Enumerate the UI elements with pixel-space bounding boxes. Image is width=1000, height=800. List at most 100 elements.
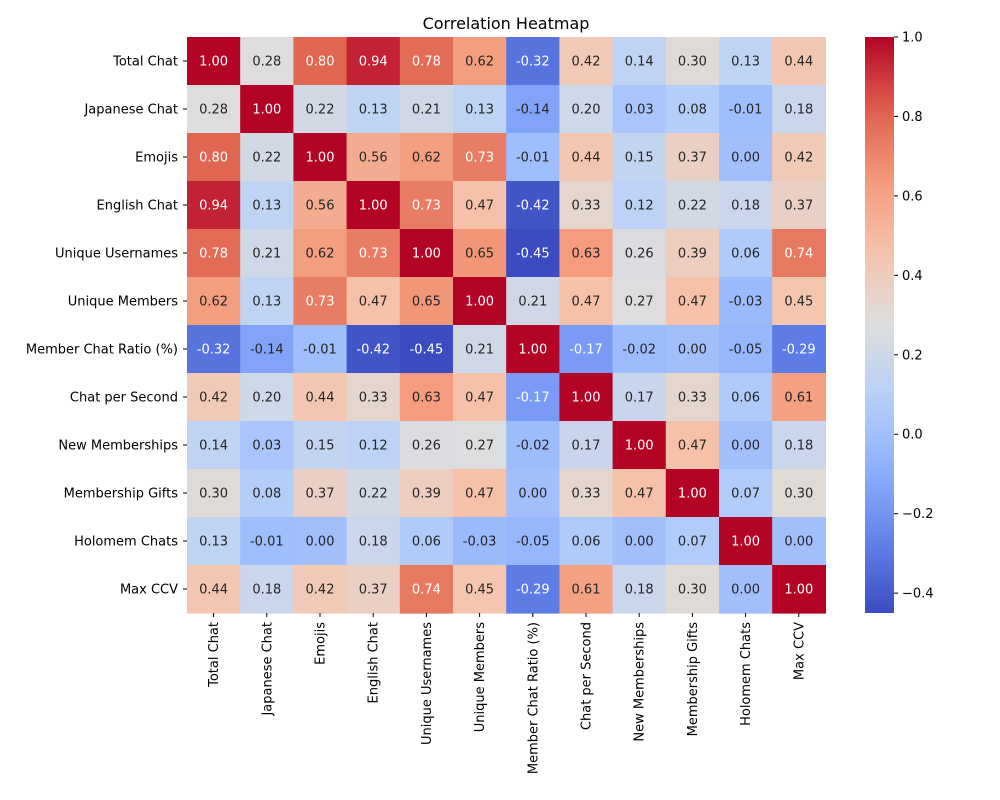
heatmap-value-label: 0.13 <box>359 103 388 118</box>
heatmap-cell <box>665 277 720 326</box>
heatmap-value-label: 1.00 <box>572 391 601 406</box>
heatmap-cell <box>240 229 294 278</box>
heatmap-cell <box>399 85 454 134</box>
heatmap-cell <box>399 325 454 374</box>
heatmap-value-label: 0.06 <box>731 247 760 262</box>
heatmap-cell <box>293 181 348 230</box>
heatmap-value-label: 0.42 <box>784 151 813 166</box>
heatmap-value-label: 0.62 <box>306 247 335 262</box>
colorbar-tick-label: 0.6 <box>902 189 923 204</box>
heatmap-cell <box>612 37 667 86</box>
heatmap-cell <box>240 469 294 518</box>
heatmap-cell <box>719 565 773 614</box>
heatmap-cell <box>453 133 507 182</box>
heatmap-value-label: 0.00 <box>731 583 760 598</box>
heatmap-value-label: -0.42 <box>356 343 390 358</box>
heatmap-cells <box>187 37 826 614</box>
x-axis-tick-label: Unique Usernames <box>420 622 435 745</box>
x-axis-tick-label: Japanese Chat <box>260 622 275 717</box>
heatmap-cell <box>453 373 507 422</box>
heatmap-cell <box>187 277 241 326</box>
heatmap-cell <box>453 181 507 230</box>
heatmap-value-label: 0.20 <box>252 391 281 406</box>
heatmap-value-label: 0.65 <box>465 247 494 262</box>
heatmap-cell <box>719 37 773 86</box>
heatmap-value-label: 1.00 <box>412 247 441 262</box>
heatmap-value-label: -0.45 <box>410 343 444 358</box>
heatmap-value-label: -0.05 <box>516 535 550 550</box>
heatmap-cell <box>506 37 560 86</box>
colorbar-gradient <box>865 37 894 613</box>
heatmap-value-label: 0.80 <box>199 151 228 166</box>
heatmap-value-label: 0.00 <box>731 151 760 166</box>
heatmap-cell <box>399 181 454 230</box>
x-axis-tick-label: Holomem Chats <box>739 622 754 726</box>
heatmap-cell <box>293 421 348 470</box>
heatmap-cell <box>612 373 667 422</box>
heatmap-cell <box>187 85 241 134</box>
heatmap-cell <box>346 325 401 374</box>
x-axis-tick-label: Emojis <box>314 622 329 665</box>
heatmap-cell <box>346 85 401 134</box>
heatmap-value-labels: 1.00 0.28 0.80 0.94 0.78 0.62 -0.32 0.42 0.14 0.3… <box>197 55 816 598</box>
heatmap-value-label: -0.14 <box>516 103 550 118</box>
heatmap-cell <box>559 277 614 326</box>
heatmap-cell <box>187 421 241 470</box>
heatmap-cell <box>665 565 720 614</box>
heatmap-value-label: 0.00 <box>518 487 547 502</box>
heatmap-cell <box>453 325 507 374</box>
heatmap-value-label: 0.61 <box>572 583 601 598</box>
heatmap-value-label: 0.27 <box>465 439 494 454</box>
heatmap-value-label: 0.37 <box>678 151 707 166</box>
heatmap-value-label: 0.94 <box>359 55 388 70</box>
heatmap-cell <box>240 277 294 326</box>
y-axis-tick-label: Chat per Second <box>70 391 178 406</box>
heatmap-value-label: 0.12 <box>625 199 654 214</box>
heatmap-value-label: -0.32 <box>516 55 550 70</box>
heatmap-value-label: 0.06 <box>731 391 760 406</box>
heatmap-cell <box>346 277 401 326</box>
heatmap-cell <box>399 421 454 470</box>
heatmap-cell <box>559 181 614 230</box>
heatmap-value-label: 0.14 <box>199 439 228 454</box>
heatmap-value-label: 0.30 <box>199 487 228 502</box>
heatmap-cell <box>506 517 560 566</box>
heatmap-value-label: 0.26 <box>625 247 654 262</box>
heatmap-value-label: 0.47 <box>465 391 494 406</box>
heatmap-cell <box>559 37 614 86</box>
heatmap-cell <box>559 517 614 566</box>
heatmap-value-label: 0.22 <box>306 103 335 118</box>
heatmap-value-label: -0.17 <box>569 343 603 358</box>
heatmap-value-label: 0.33 <box>572 199 601 214</box>
heatmap-cell <box>612 85 667 134</box>
heatmap-value-label: -0.32 <box>197 343 231 358</box>
heatmap-value-label: 0.15 <box>625 151 654 166</box>
heatmap-cell <box>453 37 507 86</box>
heatmap-cell <box>399 133 454 182</box>
heatmap-value-label: 0.17 <box>625 391 654 406</box>
heatmap-value-label: 0.18 <box>784 103 813 118</box>
heatmap-value-label: 1.00 <box>199 55 228 70</box>
heatmap-cell <box>399 469 454 518</box>
heatmap-cell <box>240 181 294 230</box>
heatmap-cell <box>293 565 348 614</box>
heatmap-value-label: 0.65 <box>412 295 441 310</box>
heatmap-cell <box>772 517 826 566</box>
heatmap-value-label: 0.07 <box>731 487 760 502</box>
x-axis-tick-label: Member Chat Ratio (%) <box>526 622 541 774</box>
y-axis-tick-label: Japanese Chat <box>83 103 178 118</box>
heatmap-cell <box>346 469 401 518</box>
heatmap-cell <box>506 85 560 134</box>
heatmap-cell <box>772 469 826 518</box>
heatmap-cell <box>772 133 826 182</box>
heatmap-value-label: 0.27 <box>625 295 654 310</box>
heatmap-value-label: 0.78 <box>199 247 228 262</box>
heatmap-cell <box>612 469 667 518</box>
heatmap-value-label: 0.74 <box>412 583 441 598</box>
heatmap-value-label: 0.33 <box>572 487 601 502</box>
heatmap-cell <box>240 37 294 86</box>
heatmap-cell <box>719 133 773 182</box>
heatmap-value-label: 0.44 <box>306 391 335 406</box>
heatmap-value-label: -0.01 <box>303 343 337 358</box>
